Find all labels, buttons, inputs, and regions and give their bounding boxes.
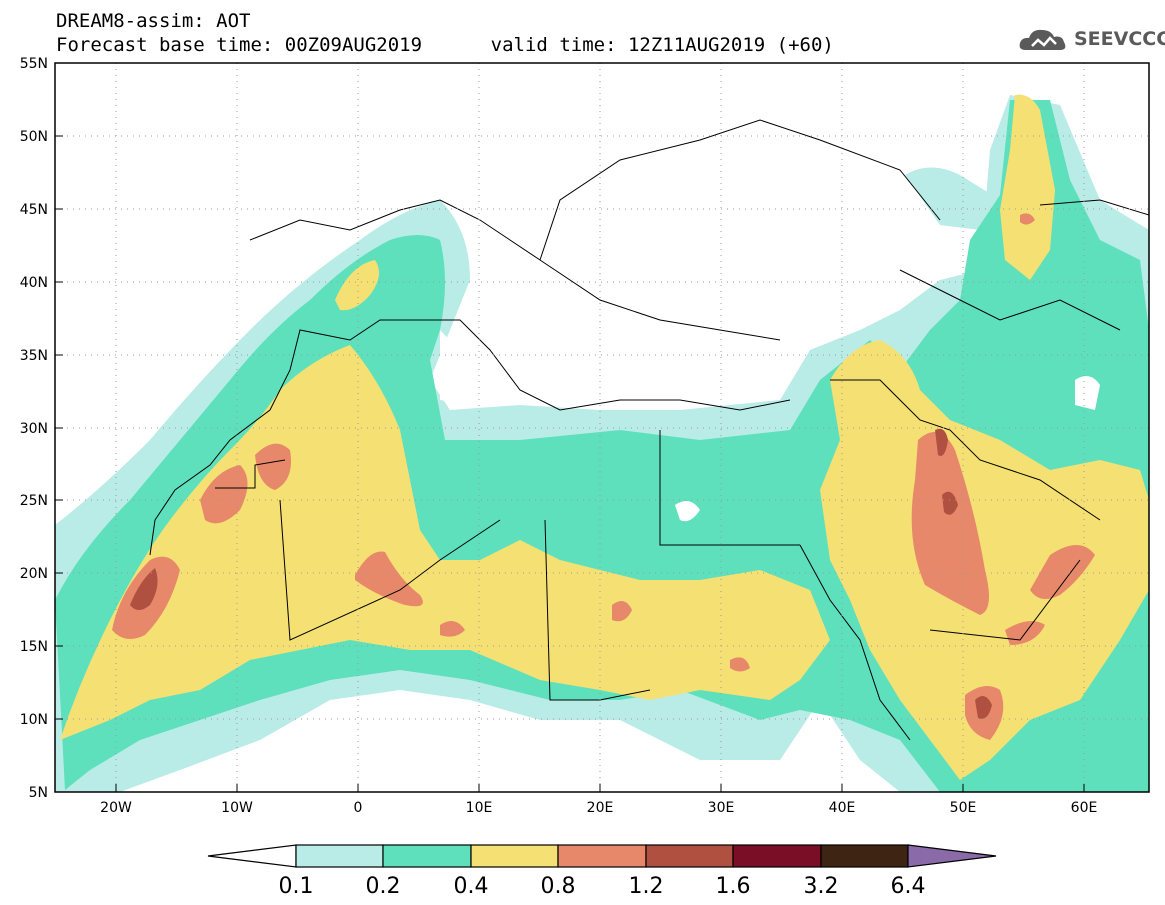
lat-label: 25N <box>20 493 48 509</box>
colorbar-swatch <box>645 844 734 868</box>
lat-label: 40N <box>20 275 48 291</box>
colorbar <box>207 844 997 868</box>
lon-label: 50E <box>950 800 977 816</box>
country-borders <box>149 119 1149 741</box>
lon-label: 30E <box>708 800 735 816</box>
colorbar-label: 3.2 <box>804 874 839 899</box>
colorbar-swatch <box>470 844 559 868</box>
colorbar-swatch <box>820 844 909 868</box>
map-subtitle: Forecast base time: 00Z09AUG2019 valid t… <box>56 34 834 56</box>
colorbar-label: 0.1 <box>279 874 314 899</box>
colorbar-swatch <box>732 844 822 868</box>
lat-label: 5N <box>29 785 48 801</box>
colorbar-low-arrow <box>207 844 297 868</box>
seevccc-logo: SEEVCCC <box>1018 24 1165 58</box>
lat-label: 50N <box>20 129 48 145</box>
axis-ticks <box>55 62 1085 793</box>
logo-text: SEEVCCC <box>1074 28 1165 50</box>
colorbar-high-arrow <box>907 844 997 868</box>
lat-label: 35N <box>20 348 48 364</box>
cloud-icon <box>1019 29 1066 50</box>
lat-label: 20N <box>20 566 48 582</box>
lon-label: 0 <box>354 800 363 816</box>
colorbar-label: 0.8 <box>541 874 576 899</box>
aot-field <box>55 94 1149 792</box>
colorbar-label: 0.2 <box>366 874 401 899</box>
colorbar-swatch <box>557 844 647 868</box>
colorbar-label: 1.6 <box>716 874 751 899</box>
colorbar-label: 0.4 <box>454 874 489 899</box>
lon-label: 10E <box>466 800 493 816</box>
colorbar-swatch <box>382 844 472 868</box>
lat-label: 15N <box>20 639 48 655</box>
lon-label: 60E <box>1071 800 1098 816</box>
lat-label: 45N <box>20 202 48 218</box>
graticule <box>55 63 1149 792</box>
lon-label: 20E <box>587 800 614 816</box>
map-title: DREAM8-assim: AOT <box>56 10 251 32</box>
colorbar-label: 1.2 <box>629 874 664 899</box>
lon-label: 40E <box>829 800 856 816</box>
lat-label: 55N <box>20 56 48 72</box>
colorbar-swatch <box>295 844 384 868</box>
lat-label: 30N <box>20 421 48 437</box>
lon-label: 20W <box>100 800 132 816</box>
lat-label: 10N <box>20 712 48 728</box>
colorbar-label: 6.4 <box>891 874 926 899</box>
lon-label: 10W <box>221 800 253 816</box>
